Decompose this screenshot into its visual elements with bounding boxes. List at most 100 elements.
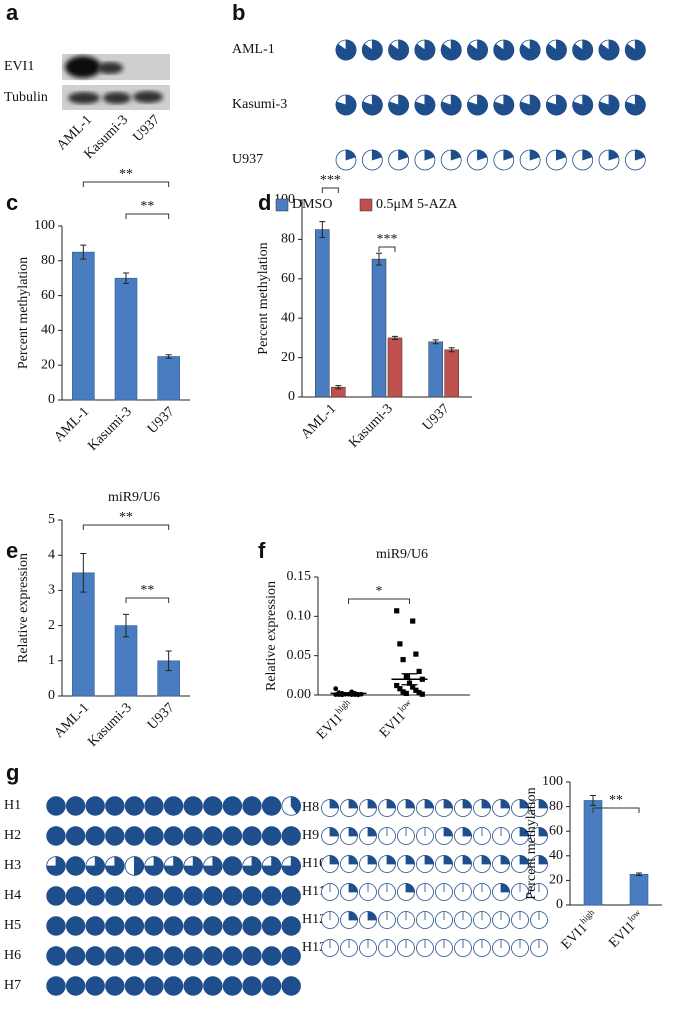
pie-wedge [348, 911, 358, 921]
pie-wedge [203, 856, 223, 876]
pie-wedge [46, 916, 66, 936]
y-tick-label: 0 [48, 392, 55, 407]
pie-wedge [443, 827, 453, 837]
pie-wedge [477, 149, 488, 161]
pie-wedge [398, 149, 409, 161]
pie-wedge [546, 94, 567, 116]
row-label: H4 [4, 888, 21, 903]
x-tick-label: EVI1low [604, 907, 648, 951]
pie-wedge [529, 149, 541, 161]
y-tick-label: 40 [41, 323, 55, 338]
data-point [403, 673, 409, 679]
y-axis-label: Percent methylation [524, 787, 539, 899]
pie-wedge [242, 886, 262, 906]
pie-wedge [361, 94, 383, 116]
pie-wedge [262, 976, 281, 996]
x-tick-label: Kasumi-3 [85, 700, 135, 750]
significance-label: ** [119, 510, 133, 525]
pie-wedge [125, 826, 144, 846]
row-label: H7 [4, 978, 21, 993]
bar [428, 341, 443, 398]
pie-wedge [598, 94, 620, 116]
panel-label: a [6, 0, 19, 25]
data-point [403, 690, 409, 697]
data-point [416, 668, 422, 674]
significance-label: ** [609, 793, 623, 808]
pie-wedge [183, 946, 203, 966]
error-bar [636, 872, 642, 876]
panel-label: e [6, 538, 18, 563]
pie-wedge [66, 916, 85, 936]
pie-wedge [66, 826, 85, 846]
x-tick-label: AML-1 [299, 401, 340, 442]
error-bar [165, 354, 172, 359]
pie-wedge [66, 976, 85, 996]
pie-wedge [183, 976, 203, 996]
significance-bracket [348, 598, 410, 604]
x-tick-label-text: EVI1 [314, 711, 346, 743]
pie-wedge [519, 855, 529, 865]
pie-wedge [163, 856, 184, 876]
x-tick-label: U937 [145, 700, 178, 733]
pie-wedge [329, 799, 339, 809]
pie-wedge [582, 149, 593, 161]
significance-label: *** [377, 232, 398, 247]
pie-wedge [598, 39, 620, 61]
bar [157, 356, 180, 401]
band [97, 62, 123, 74]
pie-wedge [66, 946, 85, 966]
pie-wedge [414, 39, 436, 61]
pie-wedge [203, 826, 223, 846]
pie-wedge [281, 916, 301, 936]
pie-wedge [203, 796, 223, 816]
panel-label: f [258, 538, 266, 563]
data-point [410, 618, 416, 624]
x-tick-label: Kasumi-3 [85, 404, 135, 454]
row-label: U937 [232, 152, 263, 167]
row-label: AML-1 [232, 42, 275, 57]
x-tick-label: AML-1 [52, 700, 93, 741]
chart-title: miR9/U6 [376, 547, 428, 562]
sem-bar [401, 673, 418, 686]
error-bar [335, 385, 342, 390]
pie-wedge [144, 886, 164, 906]
pie-wedge [203, 886, 223, 906]
row-label: Kasumi-3 [232, 97, 287, 112]
pie-wedge [367, 911, 377, 921]
x-tick-label: EVI1low [375, 697, 419, 741]
data-point [397, 641, 403, 647]
pie-wedge [242, 976, 262, 996]
pie-wedge [144, 976, 164, 996]
pie-wedge [242, 826, 262, 846]
pie-wedge [371, 149, 383, 161]
legend-label: DMSO [292, 197, 332, 212]
pie-wedge [367, 855, 377, 865]
pie-wedge [608, 149, 620, 161]
band [65, 56, 101, 78]
pie-wedge [46, 826, 66, 846]
pie-wedge [164, 976, 183, 996]
pie-wedge [519, 39, 541, 61]
pie-wedge [105, 796, 125, 816]
pie-wedge [424, 149, 435, 161]
bar [315, 229, 330, 398]
significance-bracket [592, 807, 640, 813]
pie-wedge [634, 149, 646, 161]
x-tick-label-text: EVI1 [607, 919, 639, 951]
pie-wedge [223, 916, 242, 936]
y-tick-label: 0.15 [287, 569, 312, 584]
pie-wedge [223, 856, 242, 876]
y-tick-label: 0.05 [287, 648, 312, 663]
pie-wedge [85, 976, 105, 996]
pie-wedge [46, 796, 66, 816]
y-tick-label: 60 [41, 288, 55, 303]
pie-wedge [281, 886, 301, 906]
legend-label: 0.5μM 5-AZA [376, 197, 458, 212]
y-tick-label: 5 [48, 512, 55, 527]
pie-wedge [462, 827, 472, 837]
y-tick-label: 0.10 [287, 609, 312, 624]
y-axis-label: Percent methylation [16, 257, 31, 369]
pie-wedge [85, 796, 105, 816]
pie-wedge [624, 39, 646, 61]
